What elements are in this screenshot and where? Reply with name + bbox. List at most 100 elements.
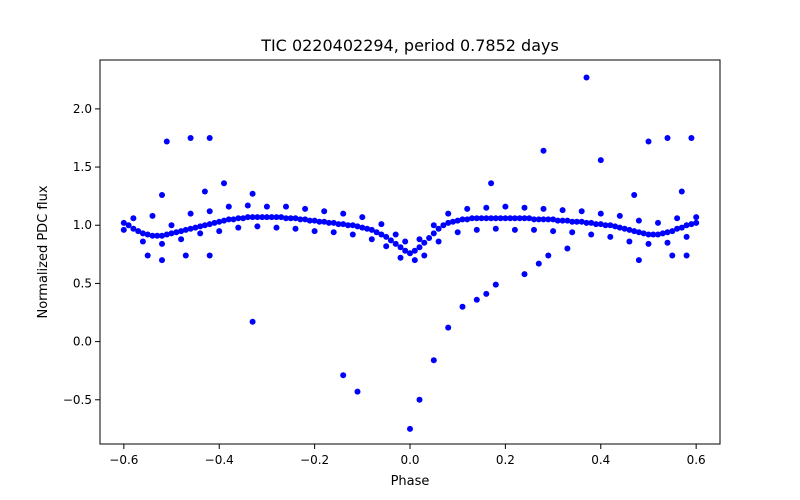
- data-point: [459, 303, 466, 310]
- data-point: [201, 188, 208, 195]
- data-point: [430, 230, 437, 237]
- data-point: [502, 215, 509, 222]
- data-point: [488, 215, 495, 222]
- data-point: [683, 252, 690, 259]
- data-point: [383, 233, 390, 240]
- data-point: [693, 219, 700, 226]
- data-point: [235, 215, 242, 222]
- data-point: [593, 221, 599, 228]
- x-axis-ticks: −0.6 −0.4 −0.2 0.0 0.2 0.4 0.6: [109, 444, 706, 467]
- y-axis-label: Normalized PDC flux: [36, 185, 51, 318]
- data-point: [550, 216, 557, 223]
- data-point: [469, 215, 475, 222]
- data-point: [368, 226, 375, 233]
- data-point: [249, 190, 256, 197]
- data-point: [564, 217, 571, 224]
- data-point: [259, 214, 266, 221]
- data-point: [445, 324, 452, 331]
- data-point: [325, 219, 332, 226]
- data-point: [149, 212, 156, 219]
- data-point: [678, 224, 685, 231]
- data-point: [340, 372, 347, 379]
- data-point: [645, 231, 652, 238]
- data-point: [163, 138, 170, 145]
- data-point: [497, 215, 504, 222]
- data-point: [473, 226, 480, 233]
- data-point: [664, 229, 671, 236]
- data-point: [144, 231, 151, 238]
- data-point: [483, 290, 490, 297]
- data-point: [283, 215, 289, 222]
- data-point: [201, 222, 208, 229]
- data-point: [440, 222, 447, 229]
- data-point: [616, 224, 623, 231]
- y-tick-label: 0.0: [73, 335, 92, 349]
- data-point: [392, 240, 399, 247]
- data-point: [612, 223, 619, 230]
- data-point: [273, 224, 280, 231]
- data-point: [492, 215, 499, 222]
- data-point: [216, 228, 223, 235]
- data-point: [421, 239, 428, 246]
- data-point: [254, 223, 261, 230]
- data-point: [578, 218, 585, 225]
- data-point: [168, 222, 175, 229]
- data-point: [631, 192, 638, 198]
- data-point: [378, 221, 385, 228]
- data-point: [526, 215, 533, 222]
- data-point: [540, 147, 547, 154]
- data-points: [120, 74, 700, 432]
- y-tick-label: 1.5: [73, 160, 92, 174]
- data-point: [659, 230, 666, 237]
- data-point: [621, 225, 628, 232]
- data-point: [650, 231, 657, 238]
- data-point: [292, 225, 299, 232]
- data-point: [573, 218, 580, 225]
- x-tick-label: 0.6: [687, 453, 706, 467]
- data-point: [688, 135, 695, 141]
- data-point: [354, 388, 361, 395]
- data-point: [664, 239, 671, 246]
- data-point: [206, 221, 213, 228]
- data-point: [159, 257, 165, 264]
- data-point: [383, 243, 390, 250]
- data-point: [216, 218, 223, 225]
- x-tick-label: −0.2: [300, 453, 329, 467]
- data-point: [130, 225, 137, 232]
- data-point: [359, 224, 366, 231]
- data-point: [597, 221, 604, 228]
- data-point: [445, 219, 452, 226]
- data-point: [221, 217, 227, 224]
- data-point: [321, 208, 328, 215]
- data-point: [674, 215, 681, 222]
- y-tick-label: 1.0: [73, 218, 92, 232]
- data-point: [273, 214, 280, 221]
- data-point: [168, 230, 175, 237]
- data-point: [454, 229, 461, 236]
- data-point: [674, 225, 681, 232]
- data-point: [683, 222, 690, 229]
- data-point: [139, 230, 146, 237]
- data-point: [459, 216, 466, 223]
- data-point: [478, 215, 485, 222]
- data-point: [244, 202, 251, 209]
- data-point: [416, 244, 423, 251]
- data-point: [364, 225, 371, 232]
- data-point: [445, 210, 452, 217]
- data-point: [416, 236, 423, 243]
- data-point: [626, 226, 633, 233]
- data-point: [283, 203, 289, 210]
- data-point: [330, 229, 337, 236]
- plot-frame: [99, 59, 721, 445]
- data-point: [464, 216, 471, 223]
- x-tick-label: −0.4: [205, 453, 234, 467]
- data-point: [230, 216, 237, 223]
- data-point: [125, 222, 132, 229]
- data-point: [669, 228, 676, 235]
- data-point: [631, 228, 638, 235]
- data-point: [564, 245, 571, 252]
- data-point: [206, 208, 213, 215]
- data-point: [588, 219, 595, 226]
- data-point: [435, 225, 442, 232]
